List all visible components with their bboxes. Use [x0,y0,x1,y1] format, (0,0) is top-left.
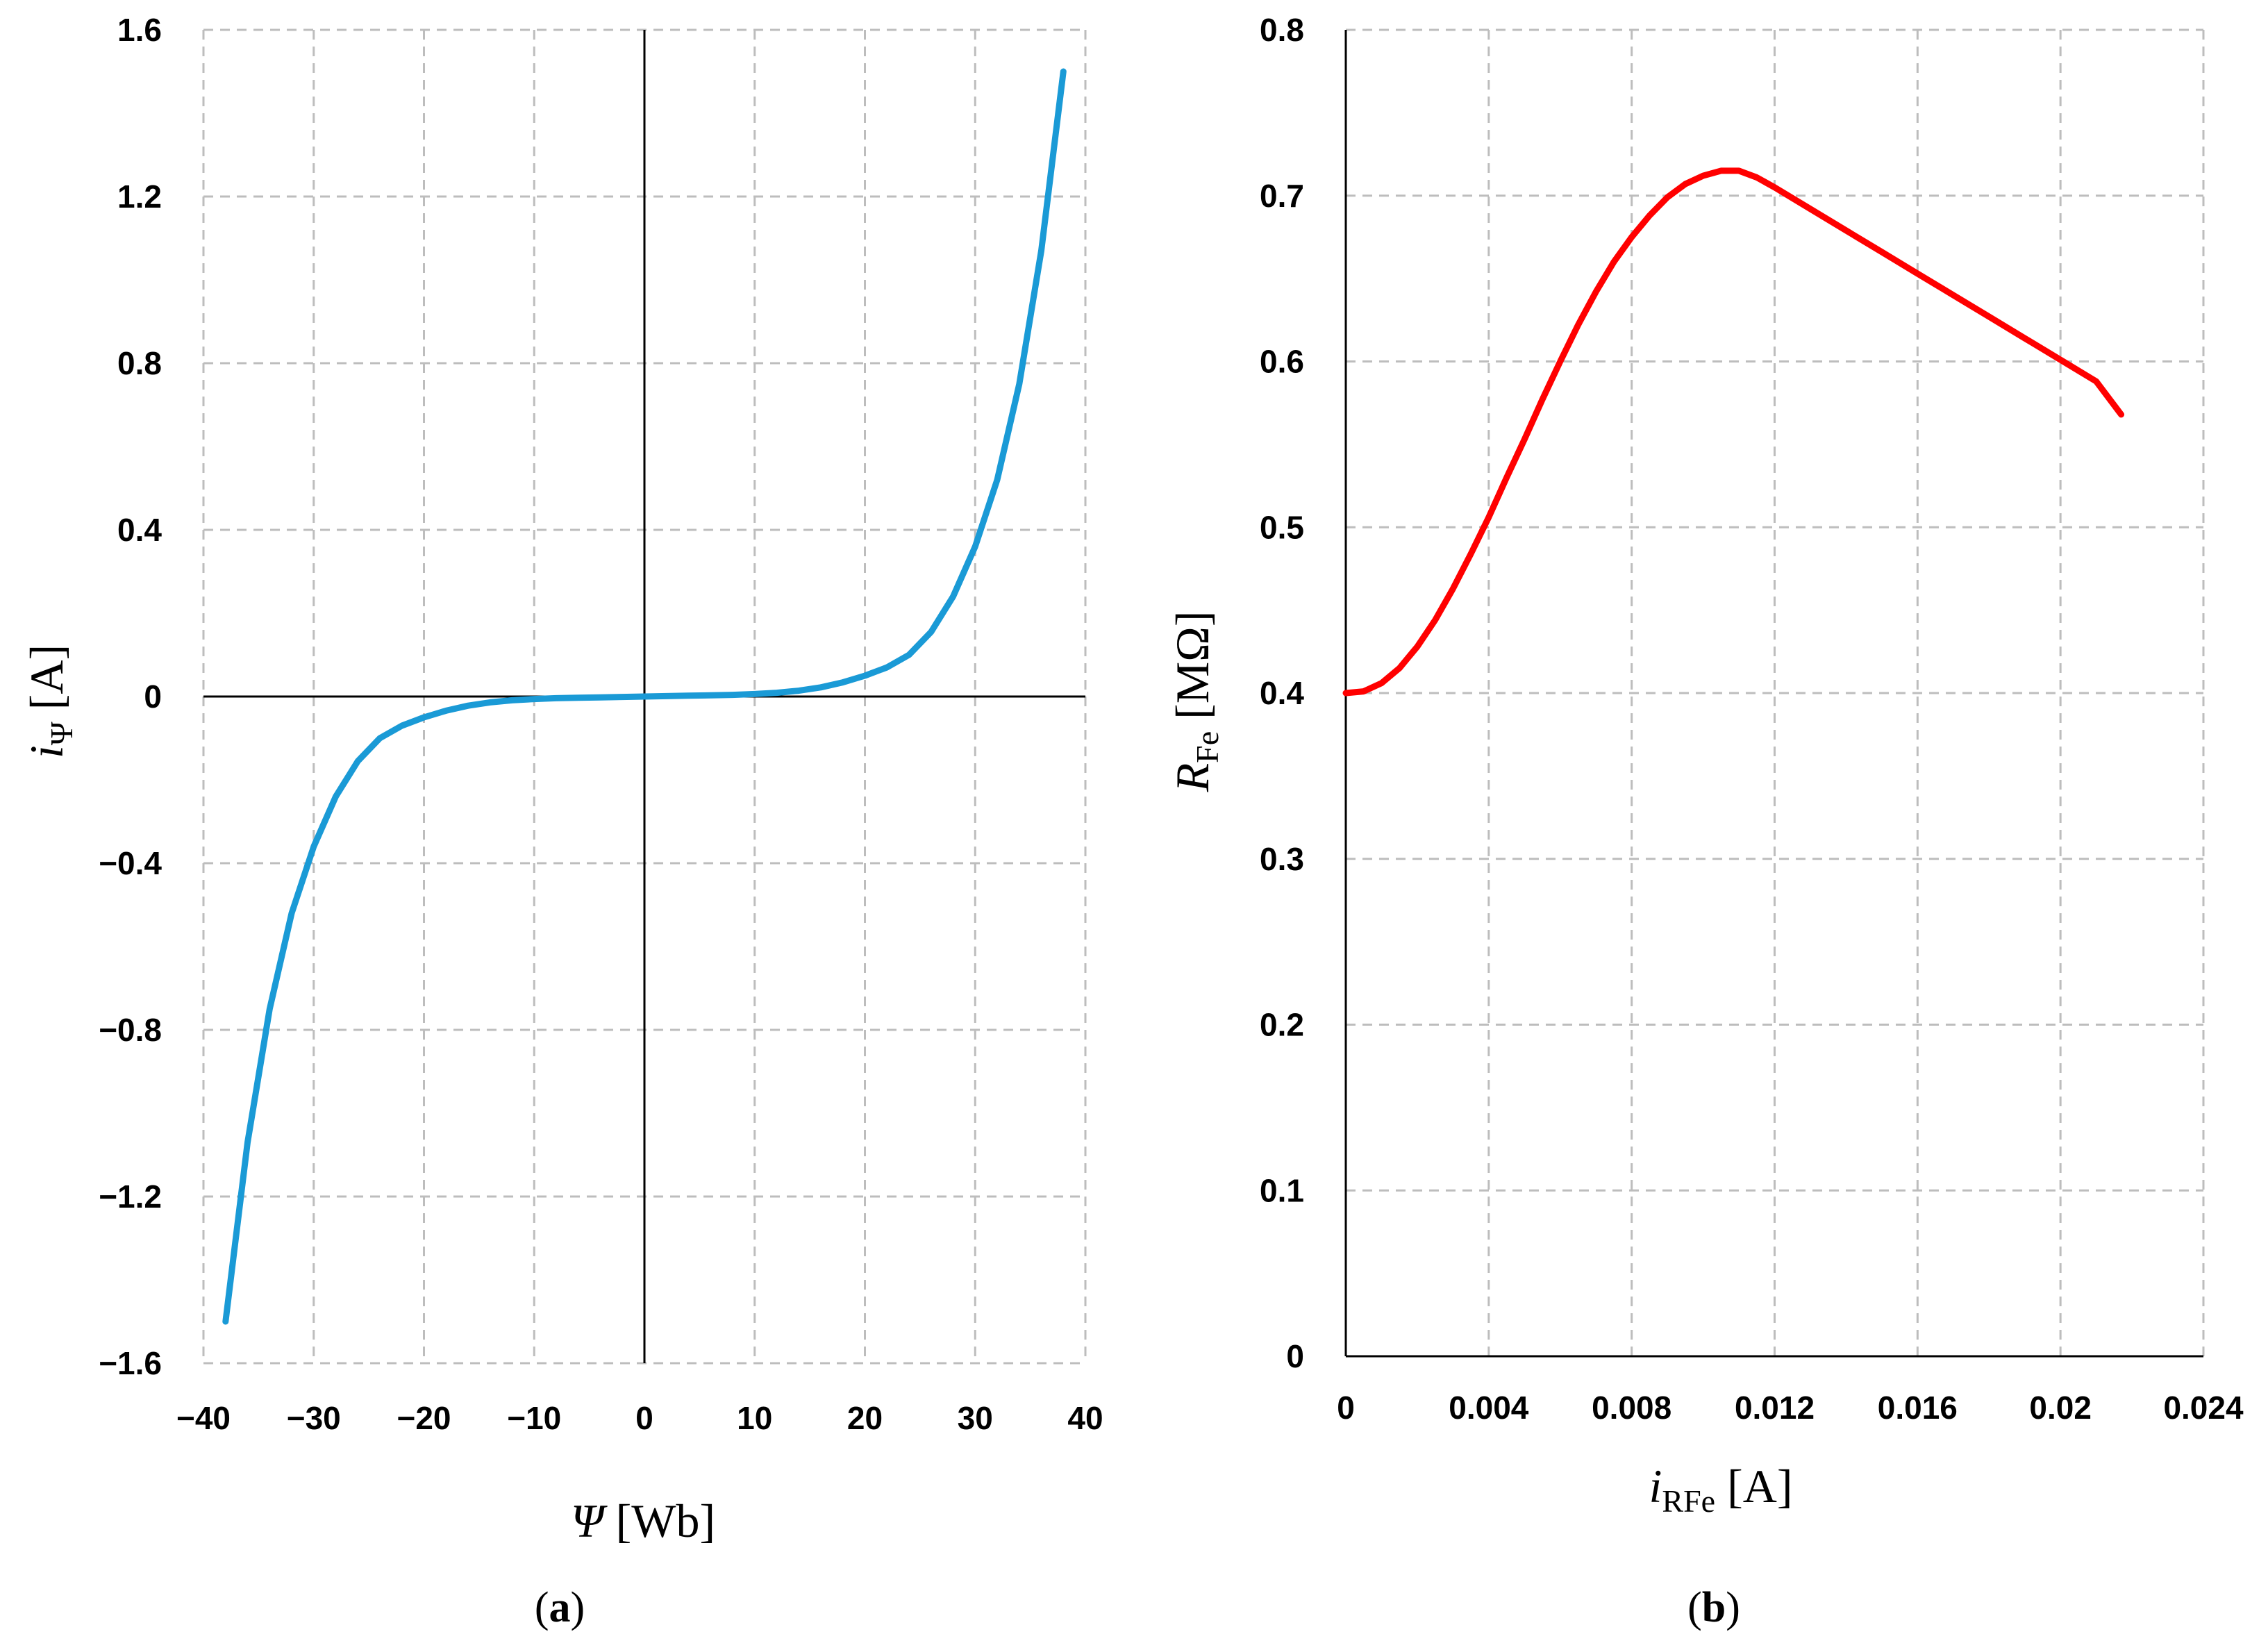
a-x-tick-label: −30 [287,1400,341,1436]
chart-b-grid [1344,28,2205,1358]
a-y-tick-label: −0.4 [99,845,162,881]
chart-b-x-ticks: 0 0.004 0.008 0.012 0.016 0.02 0.024 [1337,1390,2244,1426]
b-y-tick-label: 0.4 [1260,675,1304,711]
b-x-tick-label: 0.004 [1449,1390,1529,1426]
a-x-tick-label: 40 [1067,1400,1103,1436]
b-y-tick-label: 0.5 [1260,509,1304,545]
b-y-tick-label: 0.6 [1260,344,1304,380]
a-x-tick-label: 20 [847,1400,883,1436]
chart-a-caption: (a) [535,1584,585,1631]
a-x-tick-label: −10 [507,1400,561,1436]
chart-a-x-ticks: −40 −30 −20 −10 0 10 20 30 40 [176,1400,1103,1436]
b-x-tick-label: 0.008 [1592,1390,1671,1426]
b-x-tick-label: 0.016 [1878,1390,1958,1426]
a-y-tick-label: 0.8 [117,345,162,381]
chart-b-y-label: RFe [MΩ] [1166,611,1225,793]
chart-a: −40 −30 −20 −10 0 10 20 30 40 −1.6 −1.2 −0.8 −0.4 0 0… [20,12,1103,1631]
a-y-tick-label: −1.6 [99,1345,162,1381]
b-x-tick-label: 0.024 [2163,1390,2244,1426]
a-y-tick-label: 0 [144,678,162,715]
a-y-tick-label: 0.4 [117,512,162,548]
chart-a-x-label: Ψ [Wb] [571,1494,715,1547]
a-x-tick-label: −40 [176,1400,231,1436]
b-y-tick-label: 0.3 [1260,841,1304,877]
chart-a-y-ticks: −1.6 −1.2 −0.8 −0.4 0 0.4 0.8 1.2 1.6 [99,12,162,1381]
a-x-tick-label: 10 [737,1400,772,1436]
a-y-tick-label: 1.6 [117,12,162,48]
chart-a-y-label: iΨ [A] [20,644,79,758]
b-y-tick-label: 0.2 [1260,1007,1304,1043]
chart-b: 0 0.004 0.008 0.012 0.016 0.02 0.024 0 0.1 0.2 0.… [1166,12,2244,1631]
a-x-tick-label: −20 [397,1400,451,1436]
a-y-tick-label: −1.2 [99,1178,162,1215]
a-y-tick-label: 1.2 [117,178,162,215]
a-y-tick-label: −0.8 [99,1012,162,1048]
b-x-tick-label: 0 [1337,1390,1355,1426]
b-x-tick-label: 0.012 [1735,1390,1815,1426]
chart-b-y-ticks: 0 0.1 0.2 0.3 0.4 0.5 0.6 0.7 0.8 [1260,12,1304,1374]
a-x-tick-label: 0 [635,1400,653,1436]
b-y-tick-label: 0 [1286,1338,1304,1374]
chart-a-series-line [222,68,1067,1325]
a-x-tick-label: 30 [958,1400,993,1436]
chart-b-series-line [1342,167,2125,697]
b-y-tick-label: 0.8 [1260,12,1304,48]
b-y-tick-label: 0.1 [1260,1172,1304,1208]
b-y-tick-label: 0.7 [1260,178,1304,214]
b-x-tick-label: 0.02 [2029,1390,2092,1426]
chart-b-x-label: iRFe [A] [1649,1460,1793,1519]
chart-b-caption: (b) [1687,1584,1740,1631]
